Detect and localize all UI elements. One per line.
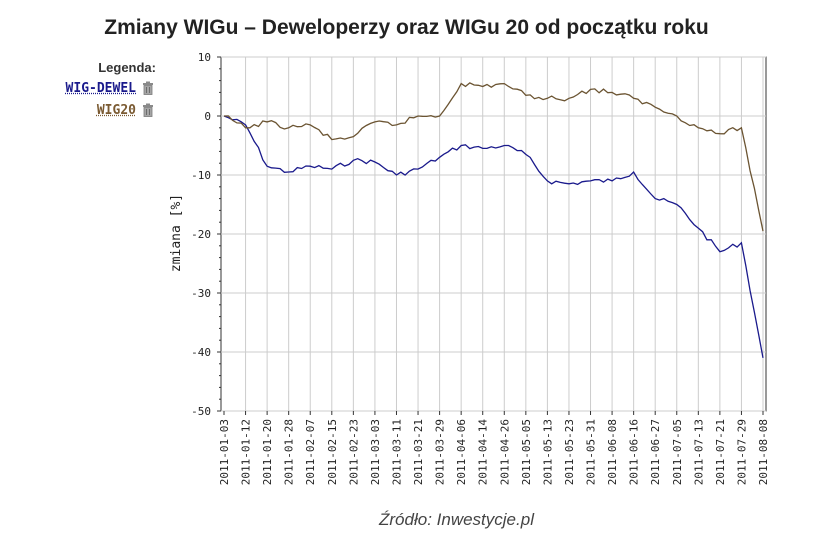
y-axis-label: zmiana [%] (169, 194, 184, 272)
x-tick-label: 2011-01-28 (283, 419, 296, 485)
x-tick-label: 2011-04-14 (477, 419, 490, 486)
grid-lines (220, 56, 767, 412)
trash-icon[interactable] (140, 80, 156, 96)
legend-label-wig-dewel[interactable]: WIG-DEWEL (65, 80, 136, 96)
x-tick-label: 2011-06-16 (628, 419, 641, 485)
x-tick-label: 2011-01-20 (261, 419, 274, 485)
source-caption: Źródło: Inwestycje.pl (379, 510, 534, 529)
x-tick-label: 2011-07-13 (692, 419, 705, 485)
x-tick-label: 2011-02-15 (326, 419, 339, 485)
x-tick-label: 2011-03-11 (390, 419, 403, 485)
legend-title: Legenda: (98, 60, 156, 75)
x-tick-label: 2011-08-08 (757, 419, 770, 485)
series-line-wig-dewel (223, 115, 764, 359)
x-tick-label: 2011-03-29 (434, 419, 447, 485)
y-tick-label: -40 (191, 346, 211, 359)
y-tick-label: 0 (204, 110, 211, 123)
x-tick-label: 2011-04-26 (498, 419, 511, 485)
x-tick-label: 2011-05-13 (541, 419, 554, 485)
x-tick-label: 2011-01-12 (240, 419, 253, 485)
series-line-wig20 (223, 82, 764, 232)
series-lines (223, 82, 764, 359)
x-tick-label: 2011-03-03 (369, 419, 382, 485)
x-tick-label: 2011-07-21 (714, 419, 727, 485)
x-tick-label: 2011-03-21 (412, 419, 425, 485)
legend-item-wig-dewel: WIG-DEWEL (14, 77, 156, 99)
x-tick-label: 2011-02-23 (347, 419, 360, 485)
x-tick-label: 2011-02-07 (304, 419, 317, 485)
y-tick-label: -20 (191, 228, 211, 241)
x-tick-label: 2011-06-08 (606, 419, 619, 485)
legend: Legenda: WIG-DEWEL WIG20 (14, 60, 156, 121)
y-axis: 10 0 -10 -20 -30 -40 -50 (191, 51, 221, 418)
x-tick-label: 2011-07-29 (735, 419, 748, 485)
y-tick-label: -50 (191, 405, 211, 418)
x-tick-label: 2011-07-05 (671, 419, 684, 485)
x-tick-label: 2011-05-05 (520, 419, 533, 485)
y-tick-label: 10 (198, 51, 211, 64)
x-tick-label: 2011-04-06 (455, 419, 468, 485)
legend-label-wig20[interactable]: WIG20 (96, 102, 136, 118)
x-tick-label: 2011-06-27 (649, 419, 662, 485)
x-tick-label: 2011-05-31 (585, 419, 598, 485)
trash-icon[interactable] (140, 102, 156, 118)
y-tick-label: -10 (191, 169, 211, 182)
legend-item-wig20: WIG20 (14, 99, 156, 121)
y-tick-label: -30 (191, 287, 211, 300)
x-tick-label: 2011-05-23 (563, 419, 576, 485)
x-axis: 2011-01-03 2011-01-12 2011-01-20 2011-01-28… (218, 411, 770, 485)
x-tick-label: 2011-01-03 (218, 419, 231, 485)
chart-title: Zmiany WIGu – Deweloperzy oraz WIGu 20 o… (104, 16, 709, 39)
